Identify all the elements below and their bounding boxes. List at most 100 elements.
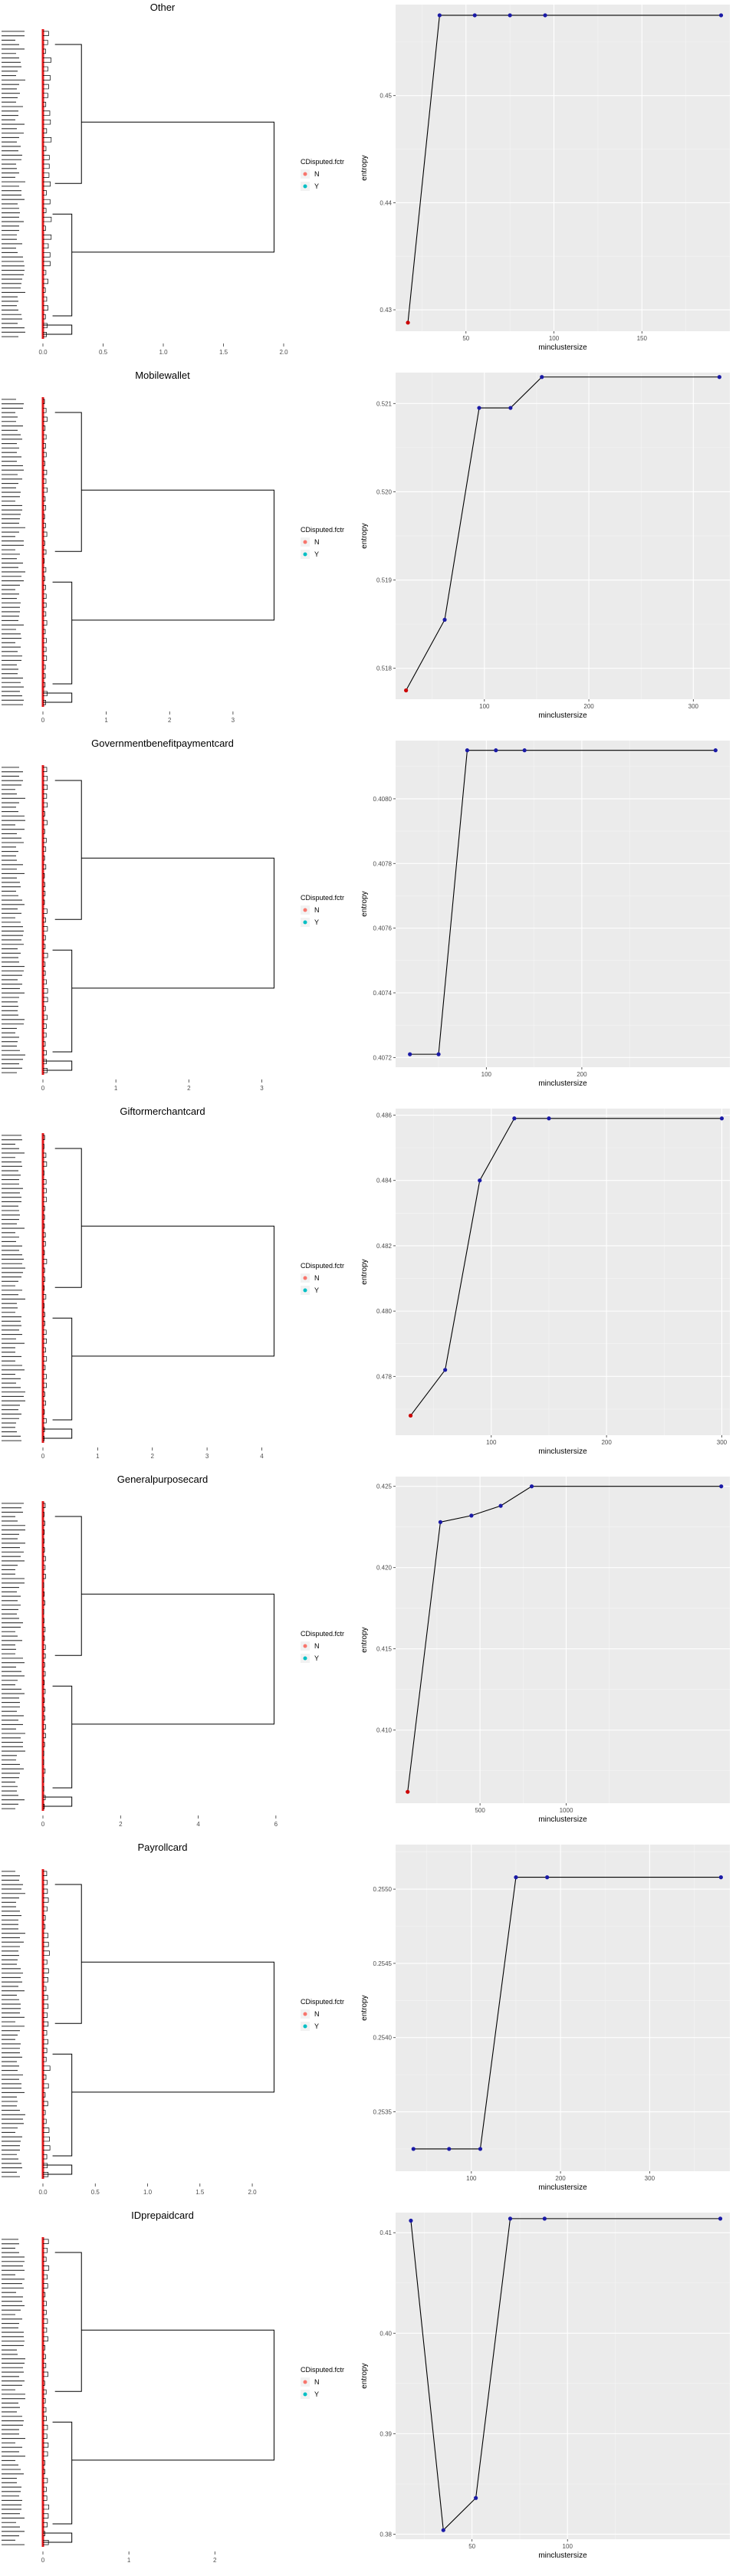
dendrogram-merge — [43, 225, 46, 231]
entropy-point — [718, 1875, 723, 1880]
y-tick-label: 0.521 — [376, 400, 393, 407]
legend: CDisputed.fctr NY — [301, 1998, 344, 2031]
dendrogram-merge — [43, 1697, 45, 1703]
legend-label: Y — [314, 2390, 319, 2398]
dendrogram-merge — [43, 1898, 49, 1903]
dendrogram-merge — [43, 2101, 48, 2107]
legend-marker — [303, 2380, 307, 2384]
dendrogram-merge — [43, 1688, 46, 1694]
dendrogram-merge — [52, 2053, 73, 2157]
dendrogram-merge — [43, 584, 46, 590]
dendrogram-merge — [54, 2252, 82, 2392]
dendrogram-x-tick-label: 1.5 — [219, 349, 228, 356]
dendrogram-x-tick-label: 2 — [168, 717, 172, 724]
y-axis-label: entropy — [360, 155, 369, 180]
dendrogram-merge — [43, 873, 45, 879]
dendrogram-merge — [43, 2486, 47, 2492]
y-tick-label: 0.40 — [380, 2330, 392, 2337]
dendrogram-x-tick-label: 1 — [96, 1453, 100, 1460]
dendrogram-merge — [43, 988, 48, 994]
dendrogram-merge — [43, 1618, 44, 1624]
entropy-point — [477, 406, 481, 410]
dendrogram-merge — [43, 1024, 47, 1029]
legend: CDisputed.fctr NY — [301, 2366, 344, 2399]
y-tick-label: 0.2550 — [373, 1886, 393, 1893]
x-tick-label: 100 — [549, 335, 560, 342]
dendrogram-merge — [43, 2504, 50, 2510]
dendrogram-merge — [43, 1006, 46, 1011]
dendrogram-merge — [43, 2292, 46, 2298]
legend: CDisputed.fctr NY — [301, 1630, 344, 1663]
dendrogram-merge — [43, 558, 45, 564]
entropy-point — [409, 2218, 413, 2223]
dendrogram-merge — [43, 891, 46, 896]
dendrogram-merge — [43, 2345, 46, 2351]
dendrogram-merge — [43, 426, 46, 431]
dendrogram-merge — [43, 1950, 50, 1956]
entropy-plot: 0.410 0.415 0.420 0.425 500 1000minclustersiz… — [360, 1477, 730, 1824]
dendrogram-merge — [43, 1223, 45, 1229]
dendrogram-merge — [43, 1609, 44, 1615]
dendrogram-merge — [43, 323, 48, 328]
entropy-series-line — [413, 1877, 721, 2150]
dendrogram-merge — [43, 119, 51, 125]
dendrogram-merge — [43, 1662, 45, 1668]
dendrogram-merge — [43, 1059, 47, 1064]
dendrogram-merge — [43, 952, 48, 958]
dendrogram-merge — [52, 581, 73, 685]
dendrogram-merge — [43, 2469, 45, 2475]
dendrogram-merge — [43, 997, 48, 1003]
plot-panel — [396, 1109, 730, 1435]
dendrogram-merge — [43, 2003, 49, 2009]
dendrogram-merge — [43, 1418, 47, 1424]
legend-label: Y — [314, 1286, 319, 1294]
entropy-point — [718, 13, 724, 18]
y-tick-label: 0.4080 — [373, 796, 393, 803]
panel-title: Giftormerchantcard — [120, 1106, 205, 1117]
dendrogram-x-tick-label: 3 — [232, 717, 235, 724]
chart-panel: Other 0.0 0.5 1.0 1.5 2.0 CDisputed.fctr NY 0.43… — [2, 2, 730, 356]
entropy-point — [508, 406, 513, 410]
dendrogram-merge — [43, 935, 46, 941]
dendrogram-merge — [43, 2416, 47, 2421]
dendrogram-merge — [54, 412, 82, 552]
plot-panel — [396, 5, 730, 331]
entropy-point — [717, 375, 721, 380]
dendrogram-merge — [43, 1653, 46, 1659]
dendrogram-merge — [43, 2531, 45, 2536]
entropy-point — [406, 1789, 410, 1794]
dendrogram-merge — [43, 540, 45, 546]
dendrogram-merge — [43, 2056, 47, 2062]
dendrogram-merge — [43, 1986, 47, 1992]
entropy-plot: 0.478 0.480 0.482 0.484 0.486 100 200 300 minclu… — [360, 1109, 730, 1456]
dendrogram: 0.0 0.5 1.0 1.5 2.0 — [2, 1869, 274, 2196]
entropy-point — [508, 2216, 513, 2221]
y-tick-label: 0.4076 — [373, 925, 393, 932]
dendrogram-merge — [43, 2030, 48, 2036]
dendrogram-merge — [43, 1777, 44, 1783]
entropy-series-line — [409, 750, 716, 1055]
dendrogram-merge — [43, 1294, 47, 1300]
dendrogram-merge — [43, 1144, 44, 1149]
dendrogram-merge — [43, 1374, 47, 1379]
dendrogram-merge — [43, 1188, 47, 1194]
y-tick-label: 0.4078 — [373, 860, 393, 867]
legend-title: CDisputed.fctr — [301, 158, 344, 166]
entropy-point — [540, 375, 544, 380]
entropy-plot: 0.4072 0.4074 0.4076 0.4078 0.4080 100 200minc… — [360, 741, 730, 1088]
legend: CDisputed.fctr NY — [301, 1262, 344, 1295]
dendrogram-merge — [52, 2421, 73, 2525]
chart-panel: Governmentbenefitpaymentcard 0 1 2 3 CDispute… — [2, 738, 730, 1092]
legend-marker — [303, 2392, 307, 2397]
x-tick-label: 300 — [645, 2175, 656, 2182]
entropy-point — [447, 2147, 452, 2151]
dendrogram: 0 2 4 6 — [2, 1501, 278, 1828]
dendrogram-x-tick-label: 2 — [187, 1085, 191, 1092]
dendrogram-merge — [43, 692, 73, 703]
dendrogram-merge — [43, 93, 48, 98]
x-axis-label: minclustersize — [538, 2183, 587, 2192]
dendrogram-merge — [43, 66, 48, 72]
entropy-point — [465, 748, 470, 753]
entropy-point — [408, 1413, 413, 1418]
entropy-point — [441, 2528, 445, 2532]
